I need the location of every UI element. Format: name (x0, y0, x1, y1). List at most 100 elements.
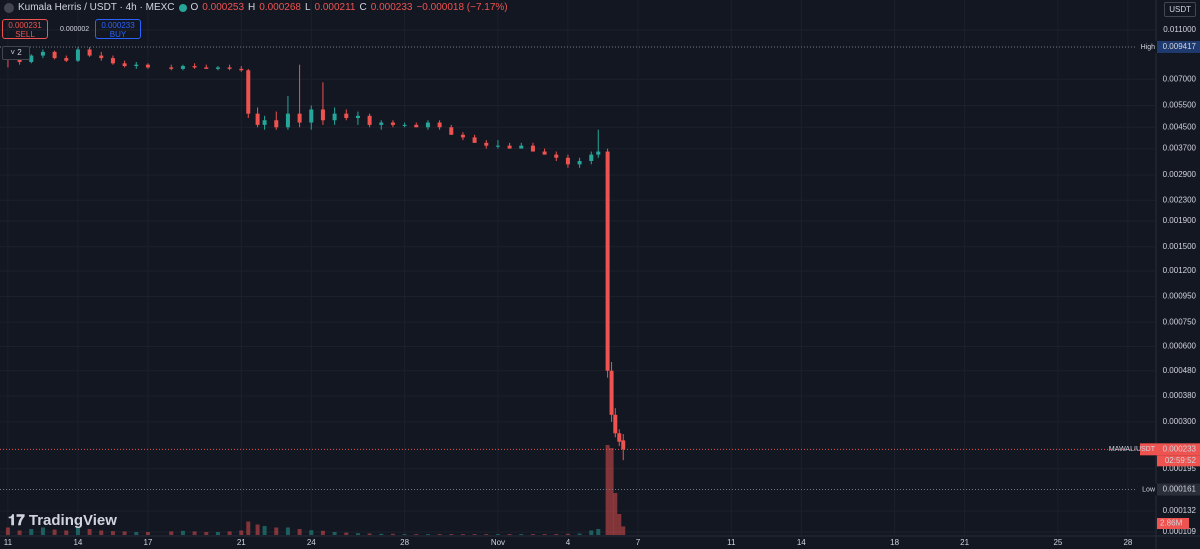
volume-bar (169, 531, 174, 535)
y-tick-label: 0.002900 (1163, 170, 1197, 179)
price-tag (1157, 443, 1200, 456)
volume-bar (332, 532, 337, 535)
x-tick-label: 11 (727, 538, 736, 547)
candle-body (17, 58, 22, 63)
candle-body (40, 51, 45, 56)
candle-body (75, 49, 80, 61)
volume-bar (344, 532, 349, 535)
y-tick-label: 0.000195 (1163, 464, 1197, 473)
volume-bar (309, 530, 314, 535)
volume-bar (320, 530, 325, 535)
candle-body (99, 55, 104, 59)
x-tick-label: 14 (797, 538, 806, 547)
candle-body (215, 67, 220, 69)
candle-body (239, 68, 244, 71)
candle-body (589, 154, 594, 162)
candle-body (355, 115, 360, 119)
ohlc-label: O (190, 2, 199, 13)
countdown-box (1157, 455, 1200, 467)
candle-body (390, 122, 395, 125)
sell-label: SELL (15, 30, 35, 39)
buy-button[interactable]: 0.000233 BUY (95, 19, 141, 39)
volume-bar (297, 529, 302, 535)
y-tick-label: 0.000480 (1163, 366, 1197, 375)
volume-bar (577, 533, 582, 535)
volume-bar (605, 445, 610, 535)
spread: 0.000002 (60, 26, 90, 33)
candle-body (204, 67, 209, 69)
candle-body (344, 113, 349, 119)
volume-bar (110, 531, 115, 535)
volume-bar (134, 532, 139, 535)
candle-body (565, 157, 570, 165)
y-tick-label: 0.000132 (1163, 506, 1197, 515)
candle-body (87, 49, 92, 56)
x-tick-label: 4 (566, 538, 571, 547)
volume-bar (495, 534, 500, 535)
volume-tag (1157, 518, 1189, 529)
y-tick-label: 0.000380 (1163, 391, 1197, 400)
volume-bar (425, 534, 430, 535)
y-tick-label: 0.002300 (1163, 195, 1197, 204)
volume-bar (449, 534, 454, 535)
candle-body (472, 137, 477, 143)
candle-body (110, 58, 115, 64)
candle-body (297, 113, 302, 123)
candle-body (577, 161, 582, 165)
x-tick-label: 11 (4, 538, 13, 547)
volume-bar (565, 533, 570, 535)
countdown: 02:59:52 (1165, 456, 1197, 465)
ohlc-label: C (359, 2, 367, 13)
volume-bar (215, 532, 220, 535)
candle-body (29, 55, 34, 63)
x-tick-label: 28 (400, 538, 409, 547)
volume-bar (390, 533, 395, 535)
candle-body (507, 145, 512, 149)
volume-bar (246, 521, 251, 535)
candle-body (192, 66, 197, 68)
ohlc-value: 0.000233 (370, 2, 413, 13)
volume-bar (227, 531, 232, 535)
candle-body (274, 120, 279, 128)
currency-button[interactable]: USDT (1164, 2, 1196, 17)
candle-body (519, 145, 524, 149)
candle-body (255, 113, 260, 125)
candle-body (180, 66, 185, 69)
volume-bar (554, 534, 559, 535)
y-tick-label: 0.000950 (1163, 292, 1197, 301)
indicators-toggle[interactable]: ˅ 2 (2, 46, 30, 60)
legend: Kumala Herris / USDT · 4h · MEXC O 0.0002… (4, 2, 508, 13)
volume-tag-label: 2.86M (1160, 519, 1183, 528)
candle-body (262, 120, 267, 125)
candle-body (495, 145, 500, 147)
x-tick-label: Nov (491, 538, 505, 547)
volume-bar (484, 534, 489, 535)
volume-bar (530, 534, 535, 535)
candle-body (246, 70, 251, 114)
candle-body (605, 151, 610, 371)
candle-body (460, 134, 465, 138)
volume-bar (542, 534, 547, 535)
volume-bar (87, 529, 92, 535)
y-tick-label: 0.000109 (1163, 527, 1197, 536)
y-tick-label: 0.011000 (1163, 25, 1196, 34)
volume-bar (613, 493, 618, 535)
y-tick-label: 0.001200 (1163, 266, 1197, 275)
volume-bar (180, 530, 185, 535)
y-tick-label: 0.004500 (1163, 122, 1197, 131)
price-tag-name-box (1140, 443, 1157, 456)
ohlc-value: 0.000253 (202, 2, 245, 13)
candle-body (379, 122, 384, 125)
candle-body (52, 51, 57, 59)
candle-body (414, 124, 419, 128)
symbol[interactable]: Kumala Herris / USDT · 4h · MEXC (18, 2, 175, 13)
candle-body (367, 115, 372, 125)
change: −0.000018 (−7.17%) (416, 2, 508, 13)
candle-body (484, 142, 489, 146)
volume-bar (17, 530, 22, 535)
candle-body (332, 113, 337, 121)
candle-body (542, 151, 547, 155)
x-tick-label: 14 (73, 538, 82, 547)
sell-button[interactable]: 0.000231 SELL (2, 19, 48, 39)
